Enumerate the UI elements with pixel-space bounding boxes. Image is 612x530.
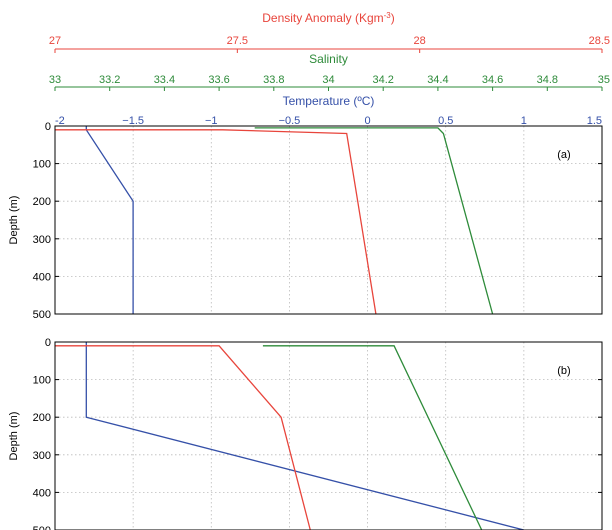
depth-tick-label: 100 [33, 375, 51, 387]
top-axes-group: Density Anomaly (Kgm-3) 27 27.5 28 28.5 Salin… [49, 11, 610, 127]
salinity-tick-label: 34.2 [372, 74, 393, 86]
panel-a: 0 100 200 300 400 500 Depth (m) (a) [8, 121, 603, 321]
panel-label: (a) [557, 149, 570, 161]
depth-tick-label: 500 [33, 309, 51, 321]
panel-frame [54, 125, 603, 315]
density-profile-line [55, 129, 377, 314]
salinity-tick-label: 33.8 [263, 74, 284, 86]
temperature-tick-label: −1.5 [122, 115, 144, 127]
depth-tick-label: 0 [45, 121, 51, 133]
salinity-axis-title: Salinity [309, 52, 348, 66]
depth-tick-label: 200 [33, 412, 51, 424]
temperature-axis-title: Temperature (ºC) [283, 94, 375, 108]
depth-tick-label: 300 [33, 234, 51, 246]
panel-label: (b) [557, 365, 570, 377]
temperature-tick-label: −1 [205, 115, 218, 127]
temperature-tick-label: 0.5 [438, 115, 453, 127]
depth-tick-label: 400 [33, 487, 51, 499]
density-tick-label: 27.5 [227, 35, 248, 47]
salinity-tick-label: 34.6 [482, 74, 503, 86]
density-axis-title: Density Anomaly (Kgm-3) [262, 11, 395, 25]
temperature-tick-label: −0.5 [279, 115, 301, 127]
depth-tick-label: 400 [33, 271, 51, 283]
panel-frame [54, 341, 603, 530]
depth-tick-label: 200 [33, 196, 51, 208]
density-profile-line [55, 345, 311, 530]
temperature-tick-label: 1 [521, 115, 527, 127]
salinity-tick-label: 33.4 [154, 74, 175, 86]
temperature-tick-label: -2 [55, 115, 65, 127]
depth-tick-label: 0 [45, 337, 51, 349]
panels-group: 0 100 200 300 400 500 Depth (m) (a) 0 100 200 300 40… [8, 121, 603, 530]
temperature-profile-line [85, 126, 134, 314]
temperature-profile-line [85, 342, 525, 530]
density-axis-title-end: ) [391, 11, 395, 25]
salinity-profile-line [262, 345, 483, 530]
salinity-axis: Salinity 33 33.2 33.4 33.6 33.8 34 34.2 34.4 34.6… [49, 52, 610, 91]
density-axis: Density Anomaly (Kgm-3) 27 27.5 28 28.5 [49, 11, 610, 53]
density-tick-label: 28 [414, 35, 426, 47]
salinity-profile-line [254, 127, 494, 314]
salinity-tick-label: 34.8 [537, 74, 558, 86]
salinity-tick-label: 33.2 [99, 74, 120, 86]
density-tick-label: 27 [49, 35, 61, 47]
density-axis-title-base: Density Anomaly (Kgm [262, 11, 383, 25]
temperature-axis: Temperature (ºC) -2 −1.5 −1 −0.5 0 0.5 1 1.5 [55, 94, 602, 127]
depth-tick-label: 500 [33, 525, 51, 530]
panel-b: 0 100 200 300 400 500 Depth (m) (b) [8, 337, 603, 530]
salinity-tick-label: 33 [49, 74, 61, 86]
depth-tick-label: 300 [33, 450, 51, 462]
salinity-tick-label: 34 [322, 74, 334, 86]
salinity-tick-label: 33.6 [208, 74, 229, 86]
depth-axis-label: Depth (m) [8, 196, 20, 245]
salinity-tick-label: 34.4 [427, 74, 448, 86]
temperature-tick-label: 0 [365, 115, 371, 127]
depth-tick-label: 100 [33, 159, 51, 171]
temperature-tick-label: 1.5 [587, 115, 602, 127]
density-axis-title-sup: -3 [384, 11, 392, 20]
density-tick-label: 28.5 [589, 35, 610, 47]
depth-axis-label: Depth (m) [8, 412, 20, 461]
salinity-tick-label: 35 [598, 74, 610, 86]
